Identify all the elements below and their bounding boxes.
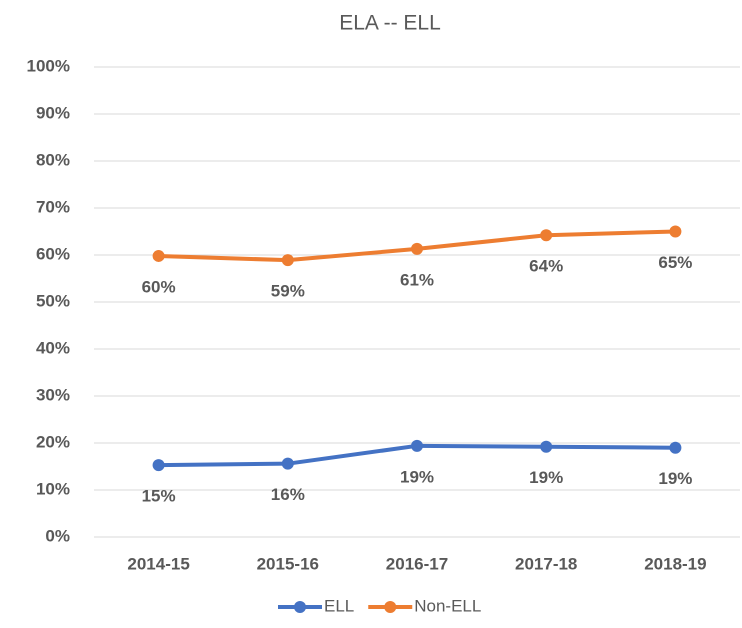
data-point <box>152 459 165 472</box>
data-label: 19% <box>400 467 434 486</box>
data-label: 16% <box>271 485 305 504</box>
y-tick-label: 30% <box>36 385 70 404</box>
x-tick-label: 2017-18 <box>515 554 577 573</box>
legend-marker <box>294 601 306 613</box>
x-tick-label: 2018-19 <box>644 554 706 573</box>
data-label: 61% <box>400 270 434 289</box>
y-tick-label: 100% <box>27 56 70 75</box>
data-label: 15% <box>142 487 176 506</box>
legend-marker <box>384 601 397 613</box>
data-point <box>540 229 553 242</box>
x-tick-label: 2016-17 <box>386 554 448 573</box>
data-point <box>411 242 423 255</box>
data-label: 64% <box>529 257 563 276</box>
data-point <box>669 441 682 454</box>
data-point <box>281 457 294 470</box>
y-tick-label: 70% <box>36 197 70 216</box>
data-point <box>669 225 682 238</box>
y-tick-label: 60% <box>36 244 70 263</box>
x-tick-label: 2014-15 <box>127 554 189 573</box>
data-point <box>540 440 553 453</box>
y-tick-label: 50% <box>36 291 70 310</box>
data-label: 19% <box>658 469 692 488</box>
y-tick-label: 80% <box>36 150 70 169</box>
data-point <box>152 249 165 262</box>
data-point <box>411 439 423 452</box>
x-tick-label: 2015-16 <box>257 554 319 573</box>
data-label: 59% <box>271 282 305 301</box>
data-label: 60% <box>142 277 176 296</box>
y-tick-label: 90% <box>36 103 70 122</box>
data-label: 19% <box>529 468 563 487</box>
chart-title: ELA -- ELL <box>339 12 441 35</box>
y-tick-label: 40% <box>36 338 70 357</box>
legend-label: ELL <box>324 596 354 615</box>
data-label: 65% <box>658 253 692 272</box>
y-tick-label: 20% <box>36 432 70 451</box>
legend-label: Non-ELL <box>414 596 481 615</box>
y-tick-label: 10% <box>36 479 70 498</box>
y-tick-label: 0% <box>45 526 70 545</box>
data-point <box>281 254 294 267</box>
